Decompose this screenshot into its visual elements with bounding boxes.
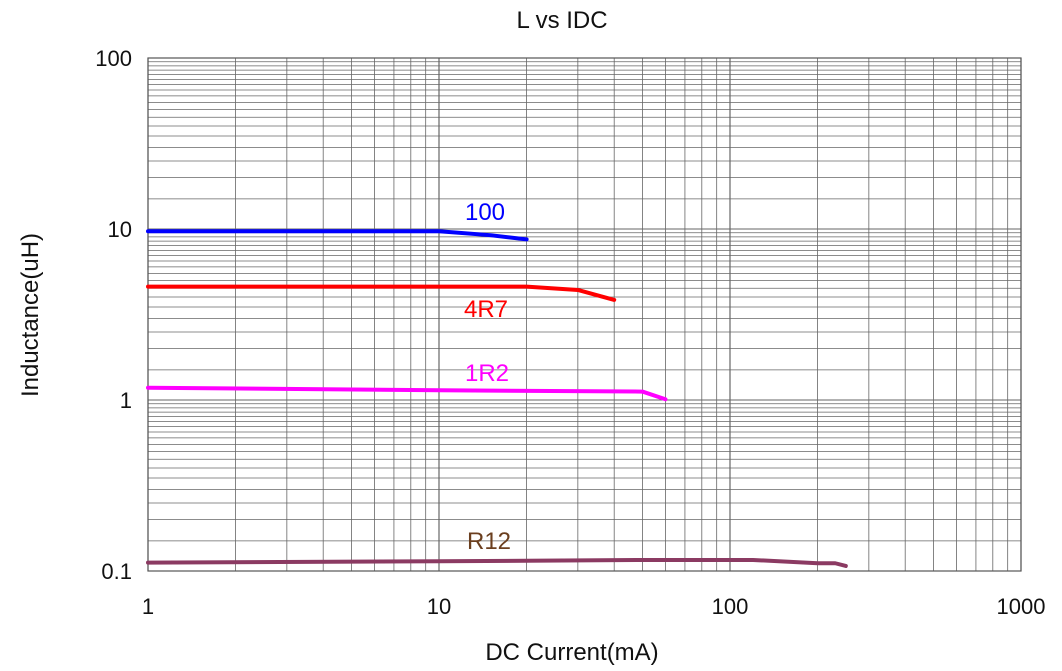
plot-frame <box>147 57 1022 572</box>
y-tick-label-100: 100 <box>95 46 132 71</box>
series-labels: 100 4R7 1R2 R12 <box>464 199 511 555</box>
x-tick-label-10: 10 <box>427 594 451 619</box>
series-label-R12: R12 <box>467 528 511 555</box>
grid <box>147 57 1022 572</box>
series-lines <box>146 229 848 568</box>
series-line-100 <box>146 229 529 242</box>
x-tick-label-1000: 1000 <box>997 594 1046 619</box>
x-tick-label-1: 1 <box>142 594 154 619</box>
series-line-1R2 <box>146 385 668 402</box>
y-tick-label-0.1: 0.1 <box>101 559 132 584</box>
y-axis-title: Inductance(uH) <box>17 233 44 397</box>
series-label-4R7: 4R7 <box>464 296 508 323</box>
series-label-100: 100 <box>465 199 505 226</box>
y-tick-label-10: 10 <box>108 217 132 242</box>
y-tick-label-1: 1 <box>120 388 132 413</box>
x-tick-label-100: 100 <box>712 594 749 619</box>
tick-labels: 1 10 100 1000 100 10 1 0.1 <box>95 46 1045 619</box>
x-axis-title: DC Current(mA) <box>485 639 658 666</box>
series-label-1R2: 1R2 <box>465 360 509 387</box>
series-line-R12 <box>146 557 848 568</box>
chart-title: L vs IDC <box>516 7 607 34</box>
series-line-4R7 <box>146 284 617 302</box>
